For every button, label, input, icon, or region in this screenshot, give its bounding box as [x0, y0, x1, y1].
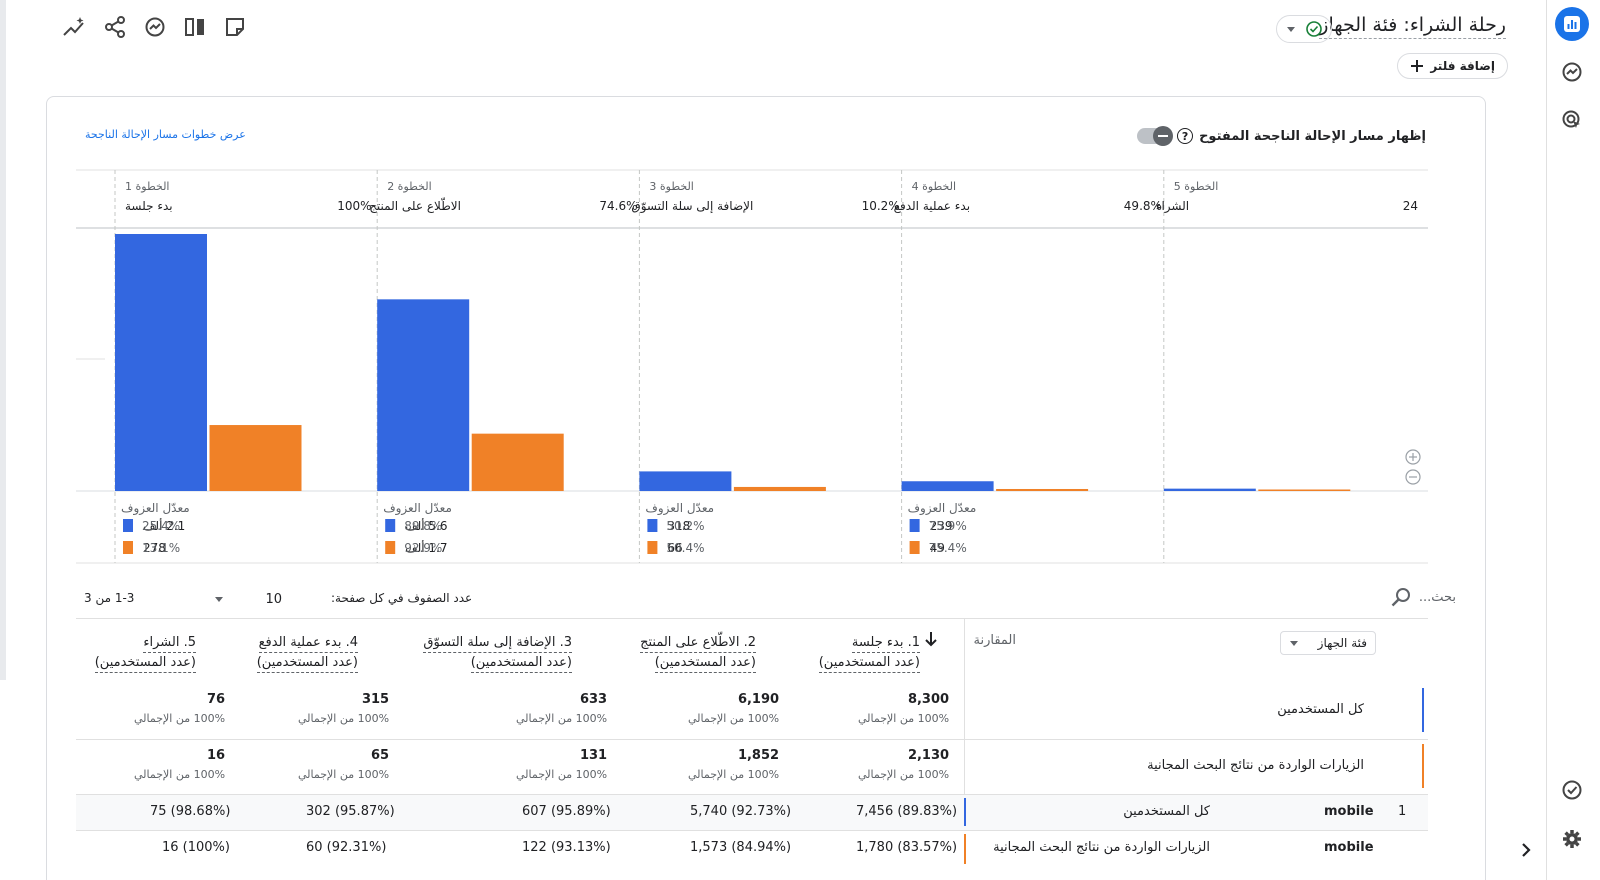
total-cell: 131 100% من الإجمالي — [516, 748, 608, 781]
rows-per-page-select[interactable]: 10 — [208, 587, 288, 611]
open-funnel-toggle-row: إظهار مسار الإحالة الناجحة المفتوح ? — [1137, 126, 1426, 146]
search-icon — [1391, 588, 1410, 607]
pagination-label: 1-3 من 3 — [84, 591, 135, 605]
segment-name: كل المستخدمين — [1277, 702, 1364, 717]
total-cell: 6,190 100% من الإجمالي — [688, 692, 780, 725]
edit-icon[interactable] — [222, 14, 248, 40]
add-filter-button[interactable]: إضافة فلتر — [1397, 53, 1508, 79]
segment-name: كل المستخدمين — [1123, 804, 1210, 819]
total-cell: 633 100% من الإجمالي — [516, 692, 608, 725]
dimension-select-label: فئة الجهاز — [1317, 636, 1367, 650]
sort-arrow-down-icon[interactable] — [924, 631, 938, 647]
add-filter-label: إضافة فلتر — [1430, 59, 1495, 73]
total-cell: 65 100% من الإجمالي — [298, 748, 390, 781]
rows-per-page-value: 10 — [265, 591, 282, 607]
row-number: 1 — [1398, 804, 1407, 819]
rows-per-page-label: عدد الصفوف في كل صفحة: — [331, 591, 473, 605]
compare-icon[interactable] — [182, 14, 208, 40]
segment-name: الزيارات الواردة من نتائج البحث المجانية — [1147, 758, 1364, 773]
table-cell: 7,456 (89.83%) — [856, 804, 958, 819]
dimension-select[interactable]: فئة الجهاز — [1280, 631, 1376, 655]
table-cell: 302 (95.87%) — [306, 804, 395, 819]
right-nav-rail — [1546, 0, 1600, 880]
table-cell: 607 (95.89%) — [522, 804, 611, 819]
search-input[interactable]: بحث... — [1418, 589, 1456, 605]
chevron-right-icon[interactable] — [1512, 836, 1540, 864]
table-cell: 75 (98.68%) — [150, 804, 231, 819]
total-cell: 2,130 100% من الإجمالي — [858, 748, 950, 781]
report-toolbar — [62, 14, 248, 40]
caret-down-icon — [1290, 641, 1298, 646]
view-funnel-steps-link[interactable]: عرض خطوات مسار الإحالة الناجحة — [85, 128, 246, 141]
comparison-label: المقارنة — [973, 633, 1017, 648]
column-header-add-to-cart[interactable]: 3. الإضافة إلى سلة التسوّق (عدد المستخدمي… — [423, 633, 572, 673]
device-category: mobile — [1324, 804, 1374, 819]
totals-row — [76, 739, 1428, 795]
table-cell: 122 (93.13%) — [522, 840, 611, 855]
open-funnel-label: إظهار مسار الإحالة الناجحة المفتوح — [1199, 128, 1426, 144]
check-circle-icon — [1305, 21, 1322, 37]
table-header: فئة الجهاز المقارنة 1. بدء جلسة (عدد المس… — [76, 618, 1428, 684]
insights-icon[interactable] — [62, 14, 88, 40]
explore-icon[interactable] — [142, 14, 168, 40]
table-cell: 16 (100%) — [162, 840, 230, 855]
table-row[interactable] — [76, 794, 1428, 830]
device-category: mobile — [1324, 840, 1374, 855]
gear-icon[interactable] — [1555, 822, 1589, 856]
table-cell: 1,780 (83.57%) — [856, 840, 958, 855]
segment-color-marker — [964, 798, 966, 826]
open-funnel-toggle[interactable] — [1137, 126, 1174, 146]
total-cell: 8,300 100% من الإجمالي — [858, 692, 950, 725]
table-divider — [964, 618, 965, 794]
table-cell: 5,740 (92.73%) — [690, 804, 792, 819]
total-cell: 16 100% من الإجمالي — [134, 748, 226, 781]
segment-name: الزيارات الواردة من نتائج البحث المجانية — [993, 840, 1210, 855]
total-cell: 315 100% من الإجمالي — [298, 692, 390, 725]
total-cell: 76 100% من الإجمالي — [134, 692, 226, 725]
column-header-session-start[interactable]: 1. بدء جلسة (عدد المستخدمين) — [818, 633, 920, 673]
column-header-view-product[interactable]: 2. الاطّلاع على المنتج (عدد المستخدمين) — [640, 633, 756, 673]
total-cell: 1,852 100% من الإجمالي — [688, 748, 780, 781]
column-header-purchase[interactable]: 5. الشراء (عدد المستخدمين) — [94, 633, 196, 673]
share-icon[interactable] — [102, 14, 128, 40]
caret-down-icon — [1287, 27, 1296, 32]
advertising-icon[interactable] — [1555, 103, 1589, 137]
table-controls: بحث... عدد الصفوف في كل صفحة: 10 1-3 من … — [76, 585, 1456, 617]
help-icon[interactable]: ? — [1177, 128, 1194, 144]
title-status-dropdown[interactable] — [1276, 15, 1332, 43]
table-cell: 60 (92.31%) — [306, 840, 387, 855]
reports-icon[interactable] — [1555, 7, 1589, 41]
segment-color-marker — [964, 834, 966, 864]
segment-color-marker — [1422, 744, 1424, 788]
page-title[interactable]: رحلة الشراء: فئة الجهاز — [1319, 14, 1506, 39]
search-field[interactable]: بحث... — [1391, 587, 1456, 607]
caret-down-icon — [215, 597, 223, 602]
explore-icon[interactable] — [1555, 55, 1589, 89]
column-header-begin-checkout[interactable]: 4. بدء عملية الدفع (عدد المستخدمين) — [256, 633, 358, 673]
segment-color-marker — [1422, 688, 1424, 732]
table-row[interactable] — [76, 830, 1428, 880]
check-circle-icon[interactable] — [1555, 773, 1589, 807]
plus-icon — [1411, 60, 1424, 72]
table-cell: 1,573 (84.94%) — [690, 840, 792, 855]
left-scroll-edge — [0, 0, 6, 680]
